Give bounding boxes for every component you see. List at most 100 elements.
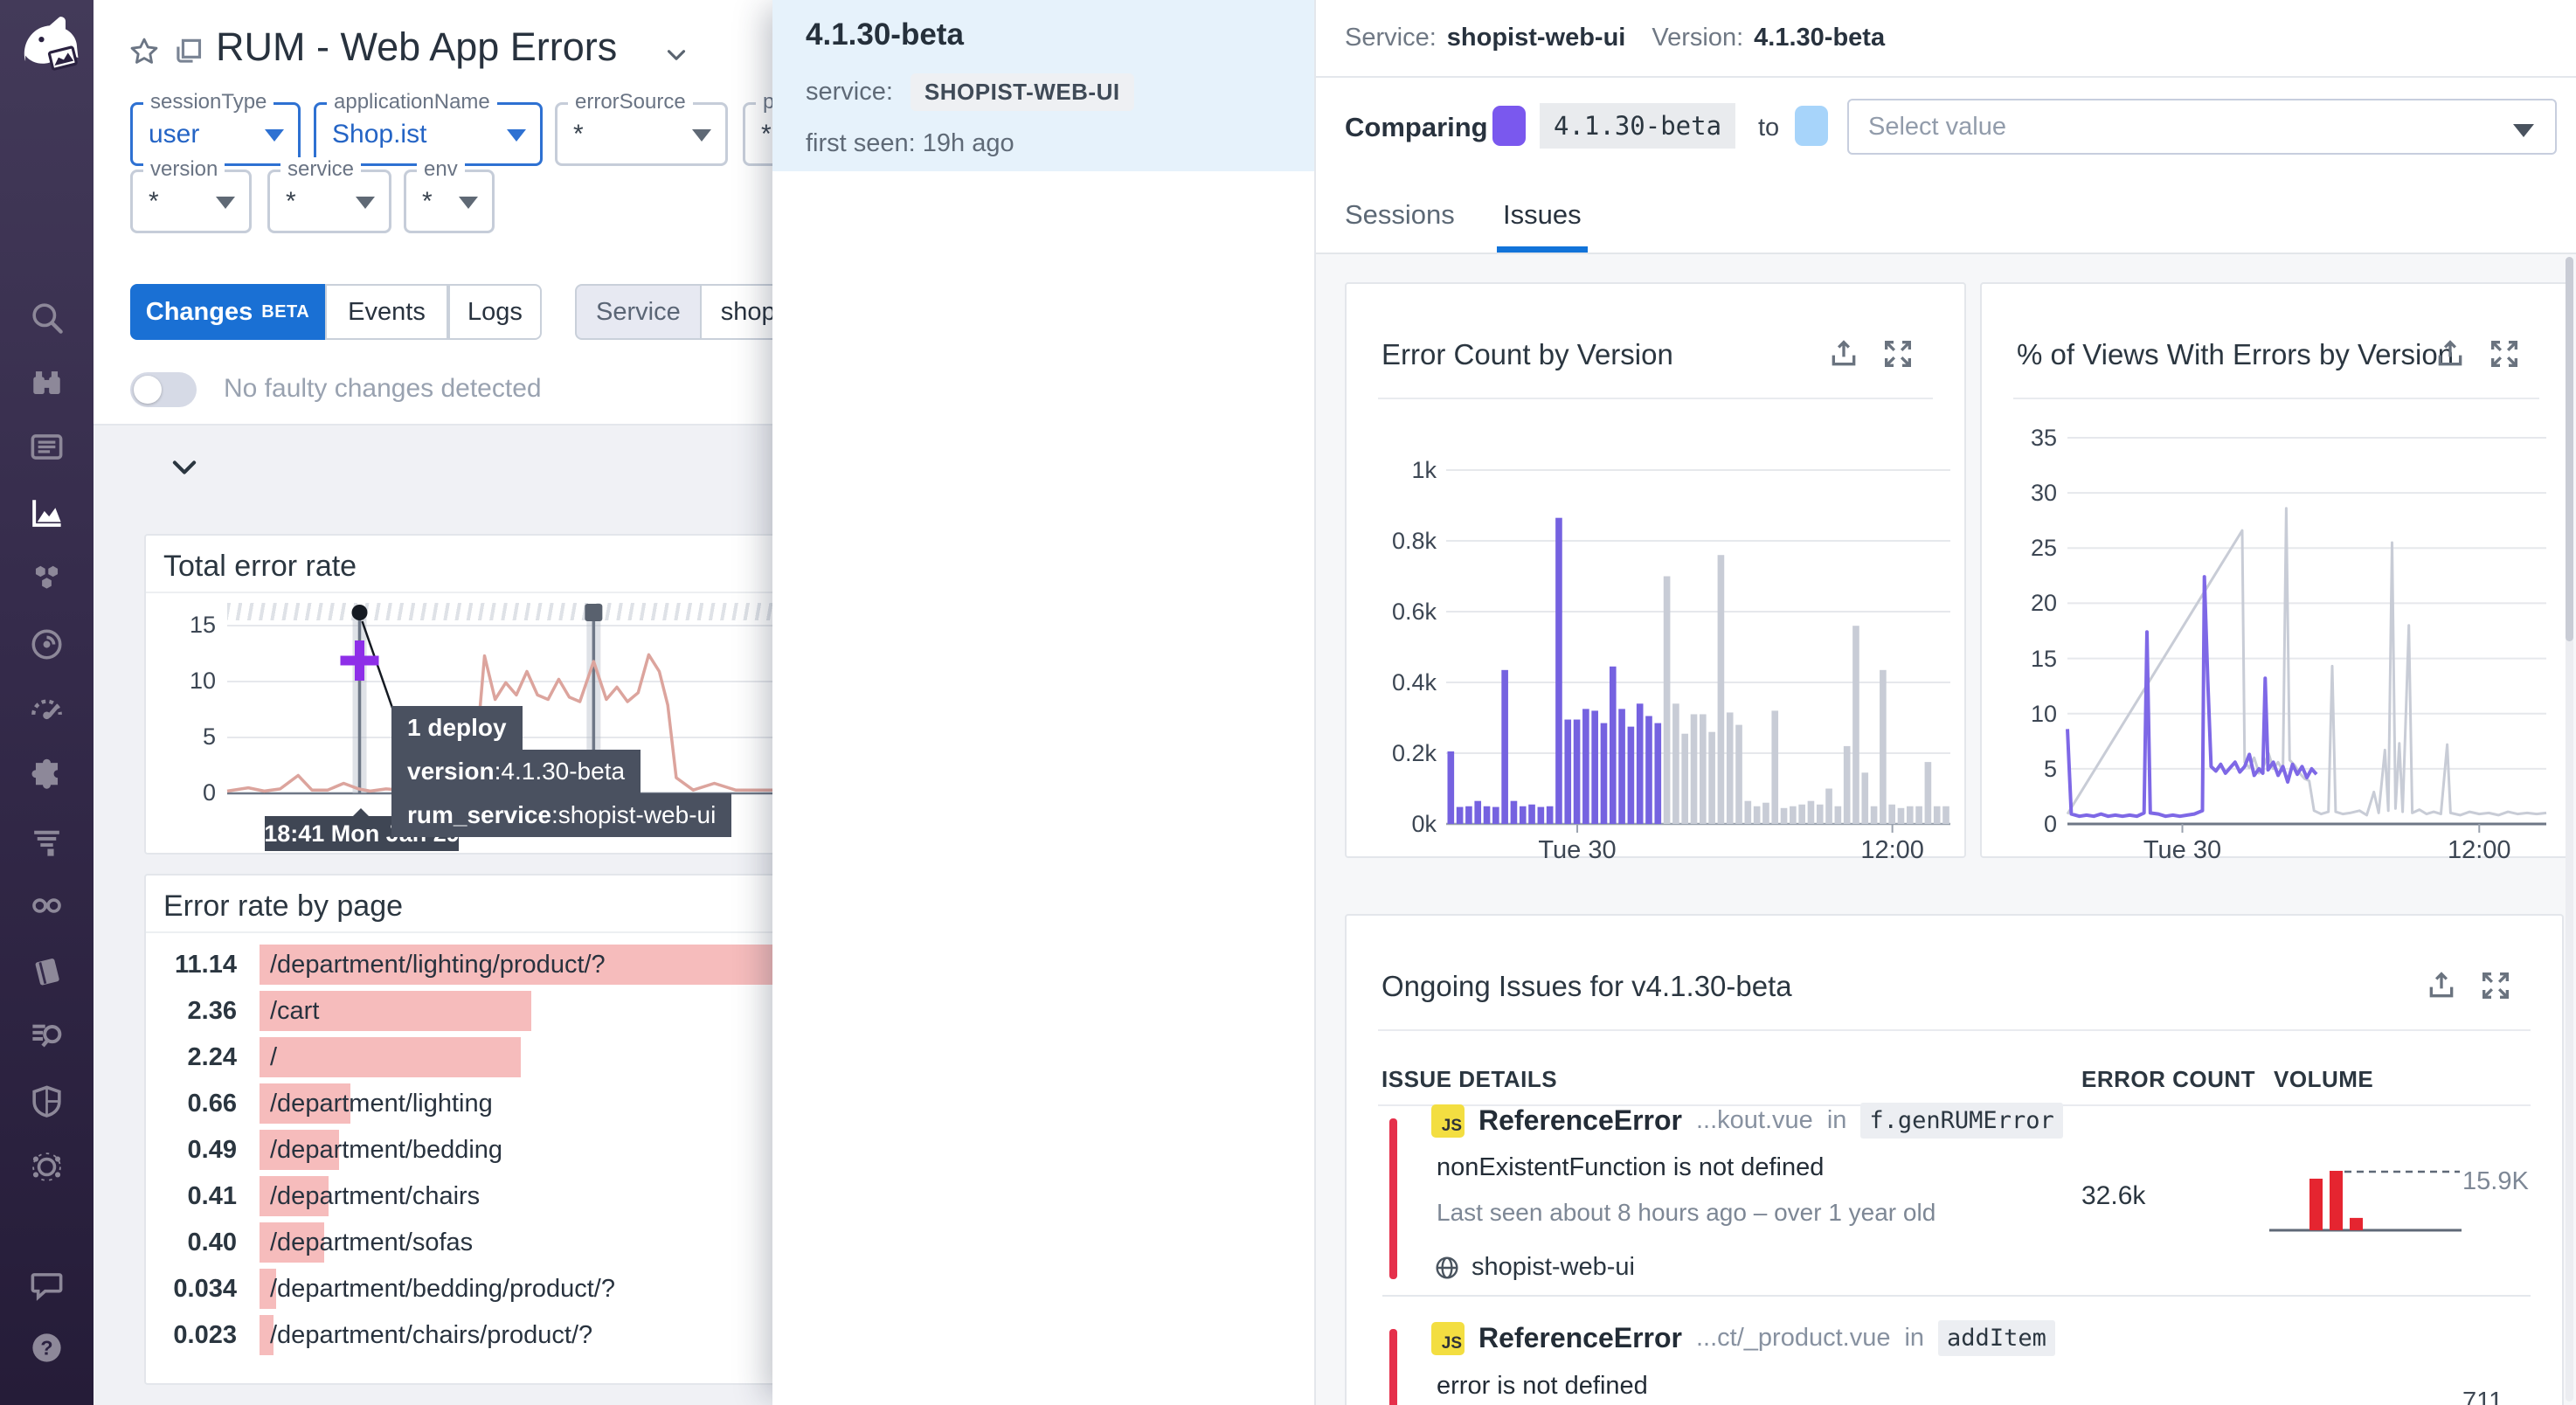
error-rate-path[interactable]: /department/lighting/product/? bbox=[270, 951, 606, 979]
metrics-icon[interactable] bbox=[28, 495, 66, 532]
expand-icon[interactable] bbox=[2478, 968, 2513, 1003]
y-axis-tick: 5 bbox=[2043, 755, 2057, 782]
error-rate-path[interactable]: /department/chairs bbox=[270, 1182, 481, 1210]
error-rate-path[interactable]: /department/bedding bbox=[270, 1136, 503, 1164]
network-icon[interactable] bbox=[28, 1148, 66, 1186]
export-icon[interactable] bbox=[2433, 336, 2468, 371]
notebooks-icon[interactable] bbox=[28, 952, 66, 990]
chat-icon[interactable] bbox=[28, 1266, 66, 1304]
log-search-icon[interactable] bbox=[28, 1016, 66, 1054]
issue-service-name[interactable]: shopist-web-ui bbox=[1472, 1253, 1635, 1281]
view-tab-logs[interactable]: Logs bbox=[448, 284, 542, 340]
compare-from-tag[interactable]: 4.1.30-beta bbox=[1540, 103, 1736, 149]
javascript-icon: JS bbox=[1431, 1321, 1465, 1355]
filter-label: errorSource bbox=[568, 90, 693, 114]
views-with-errors-chart[interactable] bbox=[1982, 284, 2574, 860]
error-rate-path[interactable]: /department/chairs/product/? bbox=[270, 1321, 593, 1349]
help-icon[interactable]: ? bbox=[28, 1329, 66, 1367]
divider bbox=[146, 592, 1300, 593]
integrations-icon[interactable] bbox=[28, 757, 66, 794]
issue-type[interactable]: ReferenceError bbox=[1478, 1104, 1682, 1136]
card-title: Error rate by page bbox=[163, 889, 404, 923]
filter-errorSource[interactable]: errorSource * bbox=[555, 90, 728, 166]
service-badge[interactable]: SHOPIST-WEB-UI bbox=[910, 73, 1134, 111]
rum-icon[interactable] bbox=[28, 626, 66, 663]
filter-label: env bbox=[417, 157, 465, 182]
error-rate-row[interactable]: 2.24 / bbox=[146, 1037, 1300, 1077]
filter-service[interactable]: service * bbox=[267, 157, 391, 233]
watchdog-icon[interactable] bbox=[28, 364, 66, 402]
logs-icon[interactable] bbox=[28, 823, 66, 861]
compare-to-swatch[interactable] bbox=[1795, 106, 1828, 146]
export-icon[interactable] bbox=[1826, 336, 1861, 371]
infrastructure-icon[interactable] bbox=[28, 560, 66, 598]
tooltip-key: rum_service bbox=[407, 801, 552, 828]
issue-type[interactable]: ReferenceError bbox=[1478, 1322, 1682, 1353]
export-icon[interactable] bbox=[2424, 968, 2459, 1003]
expand-icon[interactable] bbox=[2487, 336, 2522, 371]
issue-in-label: in bbox=[1826, 1106, 1847, 1134]
issue-file: ...ct/_product.vue bbox=[1696, 1324, 1891, 1352]
filter-version[interactable]: version * bbox=[130, 157, 252, 233]
faulty-changes-toggle[interactable] bbox=[130, 372, 197, 407]
error-rate-row[interactable]: 0.40/department/sofas bbox=[146, 1222, 1300, 1263]
toggle-knob bbox=[134, 376, 162, 404]
compare-to-label: to bbox=[1758, 114, 1780, 142]
tab-sessions[interactable]: Sessions bbox=[1345, 199, 1455, 230]
view-tab-events[interactable]: Events bbox=[325, 284, 448, 340]
favorite-star-icon[interactable] bbox=[128, 35, 161, 68]
scrollbar-thumb[interactable] bbox=[2566, 257, 2573, 641]
javascript-icon: JS bbox=[1431, 1104, 1465, 1138]
divider bbox=[2013, 398, 2539, 399]
issue-title-line[interactable]: JS ReferenceError ...ct/_product.vue in addI… bbox=[1431, 1320, 2055, 1356]
comparison-panel-header: Service: shopist-web-ui Version: 4.1.30-… bbox=[1316, 0, 2576, 254]
scrollbar[interactable] bbox=[2566, 257, 2573, 1402]
view-tab-label: Changes bbox=[145, 297, 253, 326]
filter-value: user bbox=[149, 119, 200, 149]
error-rate-row[interactable]: 0.023/department/chairs/product/? bbox=[146, 1315, 1300, 1355]
collapse-chevron-icon[interactable] bbox=[168, 451, 201, 484]
filter-sessionType[interactable]: sessionType user bbox=[130, 90, 301, 166]
issue-service[interactable]: shopist-web-ui bbox=[1433, 1253, 1635, 1282]
error-rate-row[interactable]: 0.66/department/lighting bbox=[146, 1083, 1300, 1124]
error-rate-path[interactable]: /cart bbox=[270, 997, 320, 1025]
first-seen-label: first seen: 19h ago bbox=[806, 129, 1014, 157]
y-axis-tick: 0.4k bbox=[1391, 669, 1437, 696]
compare-to-select[interactable] bbox=[1847, 99, 2557, 155]
issue-function-tag: f.genRUMError bbox=[1860, 1103, 2063, 1139]
error-count-chart[interactable] bbox=[1347, 284, 1968, 860]
compare-to-input[interactable] bbox=[1849, 100, 2555, 153]
filter-value: * bbox=[149, 186, 159, 216]
scope-key: Service bbox=[575, 284, 702, 340]
expand-icon[interactable] bbox=[1880, 336, 1915, 371]
search-icon[interactable] bbox=[28, 299, 66, 336]
column-header-issue-details[interactable]: ISSUE DETAILS bbox=[1381, 1066, 1558, 1092]
error-rate-path[interactable]: /department/lighting bbox=[270, 1090, 493, 1118]
error-rate-value: 2.24 bbox=[187, 1043, 237, 1071]
filter-env[interactable]: env * bbox=[404, 157, 495, 233]
column-header-volume[interactable]: VOLUME bbox=[2274, 1066, 2374, 1092]
security-icon[interactable] bbox=[28, 1083, 66, 1120]
dashboards-icon[interactable] bbox=[28, 428, 66, 466]
view-tab-changes[interactable]: Changes BETA bbox=[130, 284, 325, 340]
tab-issues[interactable]: Issues bbox=[1503, 199, 1582, 230]
title-chevron-down-icon[interactable] bbox=[661, 40, 691, 70]
tooltip-value: :shopist-web-ui bbox=[551, 801, 717, 828]
column-header-error-count[interactable]: ERROR COUNT bbox=[2081, 1066, 2256, 1092]
error-rate-row[interactable]: 0.49/department/bedding bbox=[146, 1130, 1300, 1170]
error-rate-row[interactable]: 0.41/department/chairs bbox=[146, 1176, 1300, 1216]
ci-pipelines-icon[interactable] bbox=[28, 887, 66, 924]
dashboard-split-icon[interactable] bbox=[171, 35, 204, 68]
datadog-logo-icon[interactable] bbox=[10, 9, 84, 84]
synthetics-icon[interactable] bbox=[28, 691, 66, 729]
error-rate-path[interactable]: /department/bedding/product/? bbox=[270, 1275, 615, 1303]
tooltip-key: version bbox=[407, 758, 495, 785]
error-rate-path[interactable]: / bbox=[270, 1043, 278, 1071]
error-rate-path[interactable]: /department/sofas bbox=[270, 1229, 474, 1256]
error-rate-row[interactable]: 0.034/department/bedding/product/? bbox=[146, 1269, 1300, 1309]
compare-from-swatch[interactable] bbox=[1492, 106, 1526, 146]
error-rate-row[interactable]: 2.36/cart bbox=[146, 991, 1300, 1031]
issue-title-line[interactable]: JS ReferenceError ...kout.vue in f.genRUMErr… bbox=[1431, 1103, 2063, 1139]
y-axis-tick: 15 bbox=[2030, 645, 2057, 672]
